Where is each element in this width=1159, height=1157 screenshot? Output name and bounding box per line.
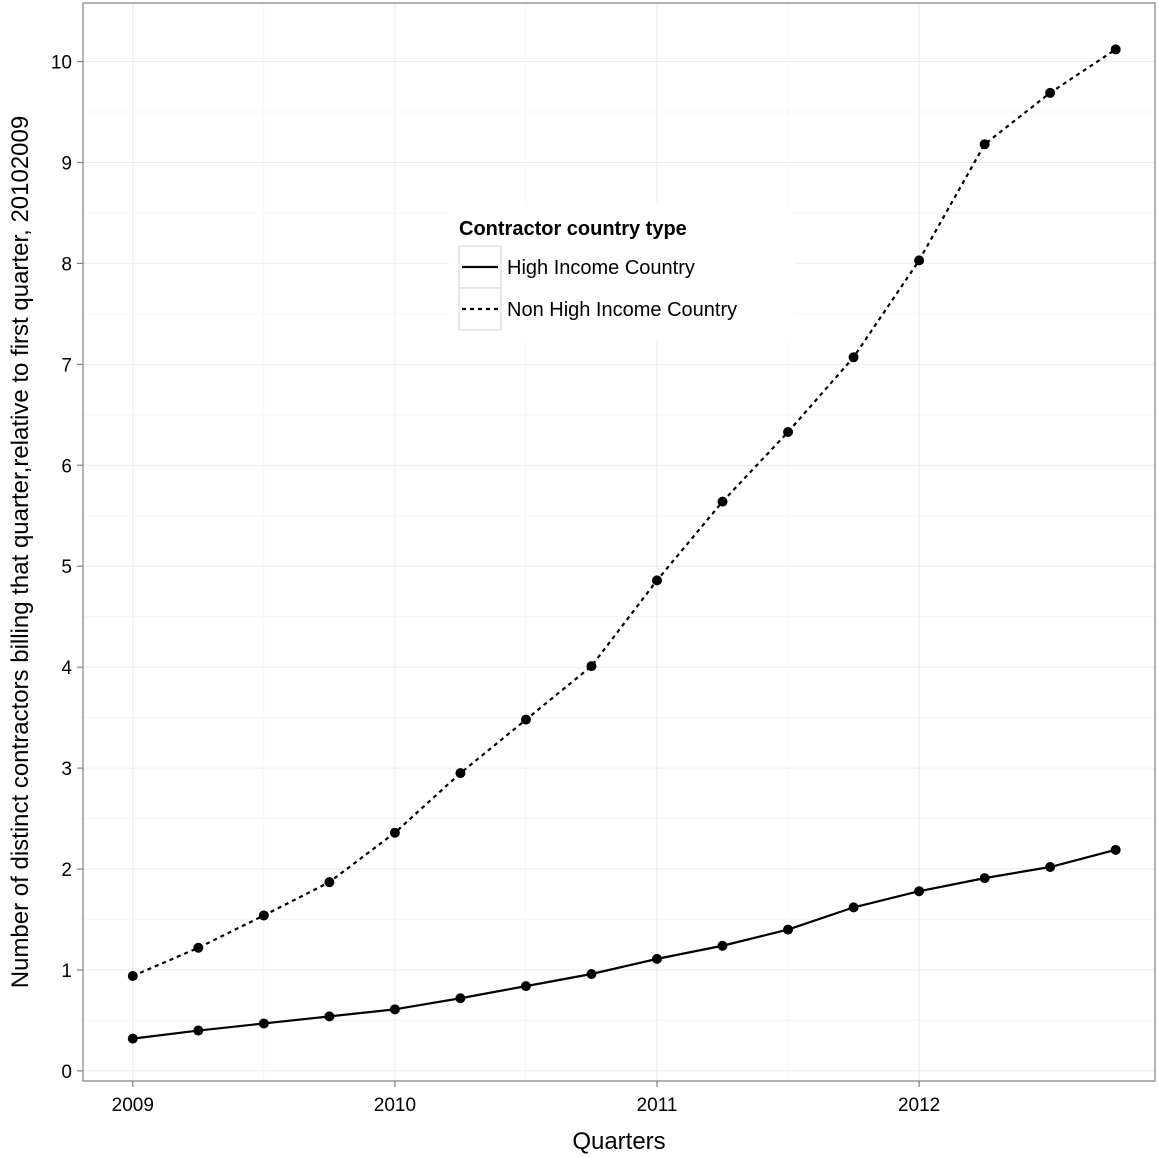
data-point: [652, 575, 663, 586]
data-point: [1045, 87, 1056, 98]
y-tick-label: 9: [61, 153, 72, 174]
legend-background: [449, 205, 794, 341]
x-tick-label: 2010: [374, 1095, 416, 1116]
data-point: [1045, 862, 1056, 873]
x-axis-title: Quarters: [572, 1128, 665, 1155]
data-point: [652, 953, 663, 964]
data-point: [520, 981, 531, 992]
y-tick-label: 3: [61, 759, 72, 780]
legend-items: High Income Country Non High Income Count…: [458, 245, 737, 331]
y-tick-label: 1: [61, 961, 72, 982]
data-point: [520, 714, 531, 725]
y-tick-label: 8: [61, 254, 72, 275]
data-point: [258, 1018, 269, 1029]
data-point: [586, 969, 597, 980]
data-point: [979, 873, 990, 884]
data-point: [783, 924, 794, 935]
data-point: [914, 886, 925, 897]
series-2: [127, 44, 1121, 982]
legend-title: Contractor country type: [459, 218, 687, 240]
data-point: [193, 942, 204, 953]
data-point: [455, 768, 466, 779]
series-layer: [127, 44, 1121, 1044]
data-point: [193, 1025, 204, 1036]
data-point: [389, 1004, 400, 1015]
legend-label: High Income Country: [507, 257, 695, 279]
x-tick-label: 2011: [637, 1095, 678, 1116]
y-tick-label: 5: [61, 557, 72, 578]
data-point: [783, 426, 794, 437]
x-tick-label: 2009: [112, 1095, 154, 1116]
axes: 0 1 2 3 4 5 6 7 8 9 10 2009 2010 2011 2012: [51, 53, 940, 1116]
y-tick-label: 10: [51, 53, 72, 74]
data-point: [455, 993, 466, 1004]
data-point: [127, 1033, 138, 1044]
series-line: [132, 48, 1117, 978]
data-point: [848, 902, 859, 913]
legend: Contractor country type High Income Coun…: [449, 205, 794, 341]
data-point: [914, 255, 925, 266]
series-1: [127, 844, 1121, 1044]
legend-item: High Income Country: [458, 245, 695, 289]
data-point: [717, 496, 728, 507]
y-axis-title: Number of distinct contractors billing t…: [7, 116, 34, 988]
data-point: [848, 352, 859, 363]
data-point: [1110, 844, 1121, 855]
y-tick-label: 4: [61, 658, 72, 679]
data-point: [324, 877, 335, 888]
y-tick-label: 0: [61, 1062, 72, 1083]
data-point: [1110, 44, 1121, 55]
data-point: [389, 827, 400, 838]
series-line: [132, 848, 1116, 1040]
data-point: [324, 1011, 335, 1022]
y-tick-label: 2: [61, 860, 72, 881]
y-tick-label: 6: [61, 456, 72, 477]
data-point: [127, 971, 138, 982]
data-point: [586, 661, 597, 672]
data-point: [717, 940, 728, 951]
data-point: [258, 910, 269, 921]
data-point: [979, 139, 990, 150]
plot-frame: [82, 2, 1156, 1082]
legend-item: Non High Income Country: [458, 287, 737, 331]
y-tick-label: 7: [61, 355, 72, 376]
legend-label: Non High Income Country: [507, 299, 737, 321]
x-tick-label: 2012: [898, 1095, 940, 1116]
grid-lines: [83, 3, 1155, 1081]
